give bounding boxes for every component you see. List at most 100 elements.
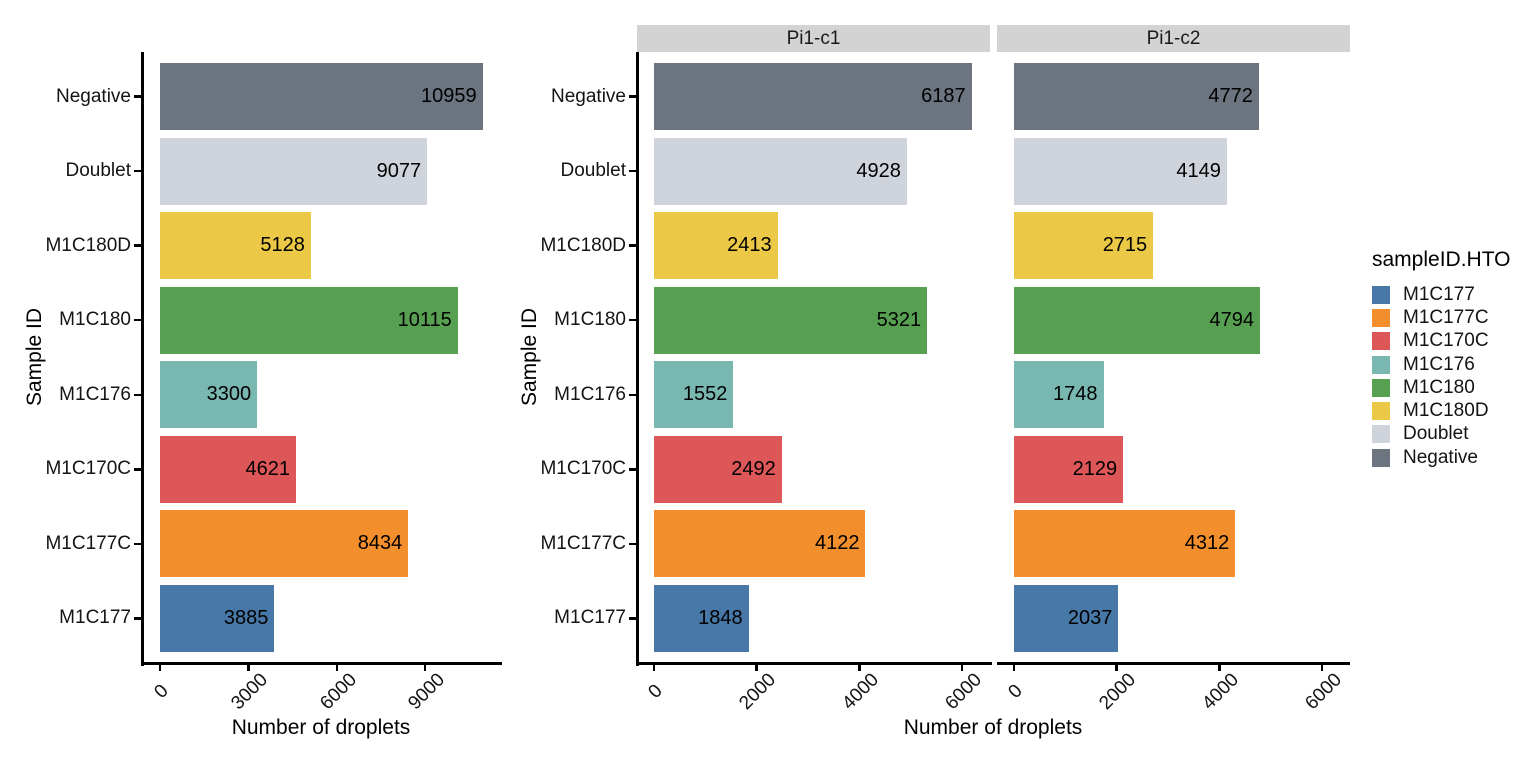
- legend-item-label: M1C177: [1403, 283, 1475, 305]
- legend-swatch: [1372, 378, 1390, 397]
- bar-value-label: 10959: [420, 85, 477, 108]
- y-tick-mark: [134, 542, 141, 546]
- x-axis-line: [635, 661, 992, 665]
- bar-value-label: 5321: [876, 308, 922, 331]
- y-tick-label: Doublet: [560, 160, 627, 182]
- facet-strip-label: Pi1-c1: [786, 27, 841, 49]
- legend-items: M1C177 M1C177C M1C170C M1C176 M1C180 M1C180D D…: [1372, 283, 1489, 469]
- legend-item-negative: Negative: [1372, 446, 1489, 469]
- y-tick-label: M1C176: [59, 383, 131, 405]
- bar-m1c180: 4794: [1013, 286, 1261, 354]
- y-tick-mark: [629, 468, 636, 471]
- x-axis-line: [140, 661, 502, 665]
- y-tick-mark: [629, 393, 636, 396]
- legend-item-label: M1C177C: [1403, 306, 1489, 328]
- bar-value-label: 4794: [1209, 308, 1255, 331]
- legend-swatch: [1372, 402, 1390, 421]
- facet-strip-pi1-c1: Pi1-c1: [637, 25, 990, 52]
- y-tick-mark: [134, 318, 141, 322]
- bar-m1c180: 10115: [159, 286, 458, 354]
- bar-value-label: 2492: [731, 457, 776, 480]
- legend-swatch: [1372, 448, 1390, 467]
- legend-item-m1c177: M1C177: [1372, 283, 1489, 306]
- bar-m1c180d: 2413: [653, 212, 778, 280]
- bar-m1c177c: 4312: [1013, 510, 1236, 578]
- bar-value-label: 3885: [223, 606, 269, 629]
- bar-value-label: 4122: [814, 532, 860, 555]
- legend-swatch: [1372, 332, 1390, 351]
- x-tick-label: 0: [150, 680, 173, 703]
- legend-item-m1c177c: M1C177C: [1372, 306, 1489, 329]
- bar-m1c180: 5321: [653, 286, 928, 354]
- x-tick-mark: [158, 664, 162, 671]
- legend-swatch: [1372, 425, 1390, 444]
- bar-m1c176: 1748: [1013, 361, 1104, 429]
- x-axis-title-facets: Number of droplets: [903, 716, 1083, 739]
- y-tick-label: M1C177: [554, 607, 626, 629]
- y-tick-mark: [629, 244, 636, 247]
- x-tick-mark: [1012, 664, 1016, 671]
- bar-value-label: 10115: [397, 308, 452, 331]
- legend-swatch: [1372, 355, 1390, 374]
- x-tick-mark: [960, 664, 964, 671]
- bar-m1c177: 3885: [159, 584, 275, 652]
- x-tick-mark: [858, 664, 861, 671]
- bar-m1c177c: 8434: [159, 510, 409, 578]
- bar-value-label: 4928: [856, 159, 901, 182]
- bar-value-label: 2413: [727, 234, 772, 257]
- y-tick-mark: [134, 95, 141, 98]
- legend-swatch: [1372, 285, 1390, 304]
- legend-item-m1c176: M1C176: [1372, 353, 1489, 376]
- x-tick-mark: [1115, 664, 1118, 671]
- bar-value-label: 4621: [245, 457, 290, 480]
- bar-value-label: 9077: [376, 159, 422, 182]
- x-axis-title-overall: Number of droplets: [231, 716, 411, 739]
- bar-value-label: 2129: [1072, 457, 1118, 480]
- y-tick-mark: [134, 169, 141, 173]
- bar-value-label: 1748: [1053, 383, 1098, 406]
- bar-m1c170c: 4621: [159, 435, 296, 503]
- legend-item-m1c180d: M1C180D: [1372, 399, 1489, 422]
- bar-value-label: 5128: [260, 234, 305, 257]
- legend-item-m1c180: M1C180: [1372, 376, 1489, 399]
- legend-item-doublet: Doublet: [1372, 423, 1489, 446]
- y-tick-label: M1C177: [59, 607, 131, 629]
- bar-m1c177: 2037: [1013, 584, 1119, 652]
- x-tick-label: 6000: [315, 669, 361, 715]
- x-tick-label: 0: [1004, 680, 1027, 703]
- y-tick-mark: [134, 468, 141, 471]
- y-axis-line: [140, 52, 144, 666]
- bar-value-label: 2715: [1102, 234, 1148, 257]
- legend-swatch: [1372, 308, 1390, 327]
- bar-m1c176: 3300: [159, 361, 258, 429]
- x-tick-label: 6000: [1301, 669, 1347, 715]
- x-tick-mark: [335, 664, 339, 671]
- bar-m1c177: 1848: [653, 584, 749, 652]
- bar-value-label: 6187: [921, 85, 966, 108]
- y-tick-mark: [629, 542, 636, 546]
- y-tick-mark: [629, 617, 636, 620]
- legend-item-label: Doublet: [1403, 423, 1469, 445]
- x-tick-mark: [652, 664, 656, 671]
- y-tick-mark: [134, 244, 141, 247]
- x-tick-mark: [1218, 664, 1221, 671]
- legend-item-label: Negative: [1403, 446, 1478, 468]
- x-tick-label: 0: [644, 680, 667, 703]
- y-tick-mark: [629, 169, 636, 173]
- y-tick-label: M1C170C: [540, 458, 626, 480]
- y-axis-line: [635, 52, 639, 666]
- legend-item-label: M1C180D: [1403, 400, 1489, 422]
- y-tick-mark: [629, 95, 636, 98]
- x-tick-label: 2000: [1095, 669, 1141, 715]
- legend-item-label: M1C170C: [1403, 330, 1489, 352]
- y-tick-label: M1C170C: [45, 458, 131, 480]
- bar-negative: 6187: [653, 63, 972, 131]
- x-axis-line: [997, 661, 1350, 665]
- x-tick-label: 4000: [1198, 669, 1244, 715]
- bar-m1c170c: 2492: [653, 435, 782, 503]
- legend-title: sampleID.HTO: [1372, 248, 1511, 271]
- x-tick-label: 4000: [838, 669, 884, 715]
- bar-value-label: 1552: [682, 383, 728, 406]
- x-tick-mark: [1320, 664, 1324, 671]
